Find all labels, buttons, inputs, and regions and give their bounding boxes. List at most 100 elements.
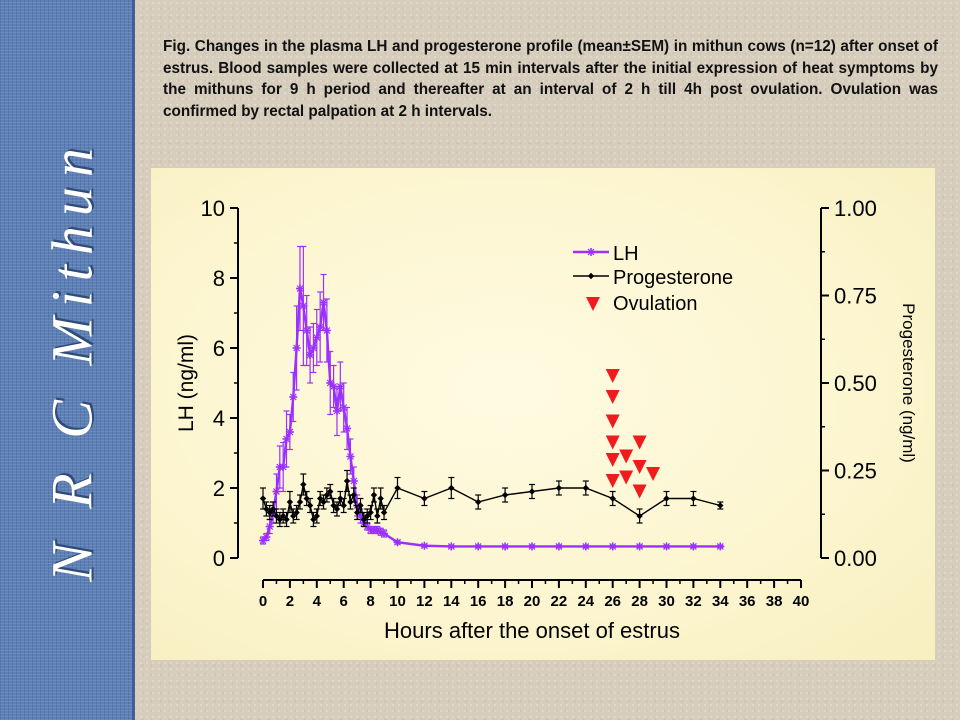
progesterone-point (636, 512, 643, 520)
progesterone-point (370, 491, 378, 499)
lh-point-diag (266, 523, 274, 530)
x-tick-label: 38 (766, 593, 783, 610)
ovulation-marker (632, 460, 647, 474)
progesterone-point (582, 484, 589, 492)
progesterone-point (394, 484, 401, 492)
x-axis-label: Hours after the onset of estrus (384, 618, 680, 643)
progesterone-point (276, 516, 284, 523)
progesterone-point (290, 512, 297, 520)
ovulation-marker (632, 484, 647, 499)
lh-point-diag (333, 407, 341, 415)
x-tick-label: 14 (443, 593, 460, 610)
sidebar: N R C Mithun (0, 0, 135, 720)
ovulation-marker (646, 467, 661, 481)
x-tick-label: 16 (470, 593, 487, 610)
ovulation-marker (605, 474, 620, 488)
progesterone-point (663, 495, 670, 502)
legend-ovulation-swatch (586, 297, 600, 311)
progesterone-point (259, 495, 267, 502)
lh-point-diag (609, 543, 617, 550)
progesterone-point (343, 477, 351, 485)
ovulation-series (605, 369, 661, 499)
ovulation-marker (605, 453, 620, 467)
ovulation-marker (619, 470, 634, 485)
lh-point-diag (474, 543, 482, 550)
progesterone-series (259, 469, 724, 528)
x-tick-label: 12 (416, 593, 433, 610)
x-tick-label: 6 (340, 593, 348, 610)
ovulation-marker (605, 414, 620, 429)
progesterone-point (273, 512, 280, 520)
lh-point-diag (262, 533, 270, 541)
lh-point-diag (377, 528, 385, 536)
x-tick-label: 28 (631, 593, 648, 610)
lh-point-diag (663, 543, 670, 550)
right-y-tick-label: 0.25 (834, 459, 877, 484)
progesterone-point (320, 498, 327, 506)
lh-point-diag (296, 285, 304, 292)
x-tick-label: 26 (604, 593, 621, 610)
figure-caption: Fig. Changes in the plasma LH and proges… (163, 38, 938, 120)
progesterone-point (340, 502, 347, 509)
x-tick-label: 36 (739, 593, 756, 610)
progesterone-point (330, 502, 337, 509)
lh-point-diag (316, 323, 324, 331)
lh-point-diag (286, 428, 294, 436)
left-y-tick-label: 8 (213, 266, 225, 291)
x-tick-label: 24 (577, 593, 594, 610)
lh-point-diag (582, 543, 590, 550)
ovulation-marker (605, 390, 620, 404)
left-y-tick-label: 0 (213, 546, 225, 571)
progesterone-point (313, 512, 320, 520)
lh-point-diag (373, 526, 381, 534)
right-y-tick-label: 0.75 (834, 284, 877, 309)
lh-point-diag (289, 393, 297, 401)
progesterone-point (448, 484, 455, 492)
lh-point-diag (340, 404, 348, 411)
lh-point-diag (320, 299, 327, 306)
progesterone-point (717, 502, 724, 509)
lh-point-diag (326, 379, 334, 387)
x-tick-label: 22 (551, 593, 568, 610)
progesterone-point (350, 491, 357, 499)
x-tick-label: 10 (389, 593, 406, 610)
lh-point-diag (587, 248, 595, 256)
progesterone-point (337, 495, 344, 502)
x-tick-label: 4 (313, 593, 322, 610)
progesterone-line (262, 480, 721, 521)
lh-point-diag (350, 477, 358, 485)
lh-point-diag (310, 344, 317, 352)
lh-point-diag (636, 543, 644, 550)
progesterone-point (266, 509, 273, 516)
legend-progesterone-label: Progesterone (613, 267, 733, 289)
progesterone-point (367, 509, 374, 516)
progesterone-point (353, 509, 361, 516)
progesterone-point (303, 495, 310, 502)
progesterone-point (323, 491, 331, 499)
lh-point-diag (299, 302, 307, 310)
x-tick-label: 18 (497, 593, 514, 610)
x-tick-label: 0 (259, 593, 267, 610)
progesterone-point (279, 512, 287, 520)
progesterone-point (310, 516, 317, 523)
x-tick-label: 2 (286, 593, 294, 610)
lh-point-diag (347, 453, 354, 460)
left-y-tick-label: 2 (213, 476, 225, 501)
lh-point-diag (273, 488, 280, 495)
lh-point-diag (279, 463, 287, 471)
progesterone-point (327, 488, 334, 495)
progesterone-point (293, 509, 300, 516)
progesterone-point (306, 502, 314, 509)
x-tick-label: 32 (685, 593, 702, 610)
left-y-axis-label: LH (ng/ml) (175, 334, 198, 432)
progesterone-point (316, 495, 324, 502)
lh-point-diag (313, 334, 321, 341)
progesterone-point (421, 495, 428, 502)
lh-point-diag (293, 344, 301, 352)
ovulation-marker (605, 369, 620, 383)
left-y-tick-label: 10 (201, 196, 225, 221)
progesterone-point (528, 488, 536, 495)
progesterone-point (263, 505, 270, 513)
ovulation-marker (619, 449, 634, 464)
